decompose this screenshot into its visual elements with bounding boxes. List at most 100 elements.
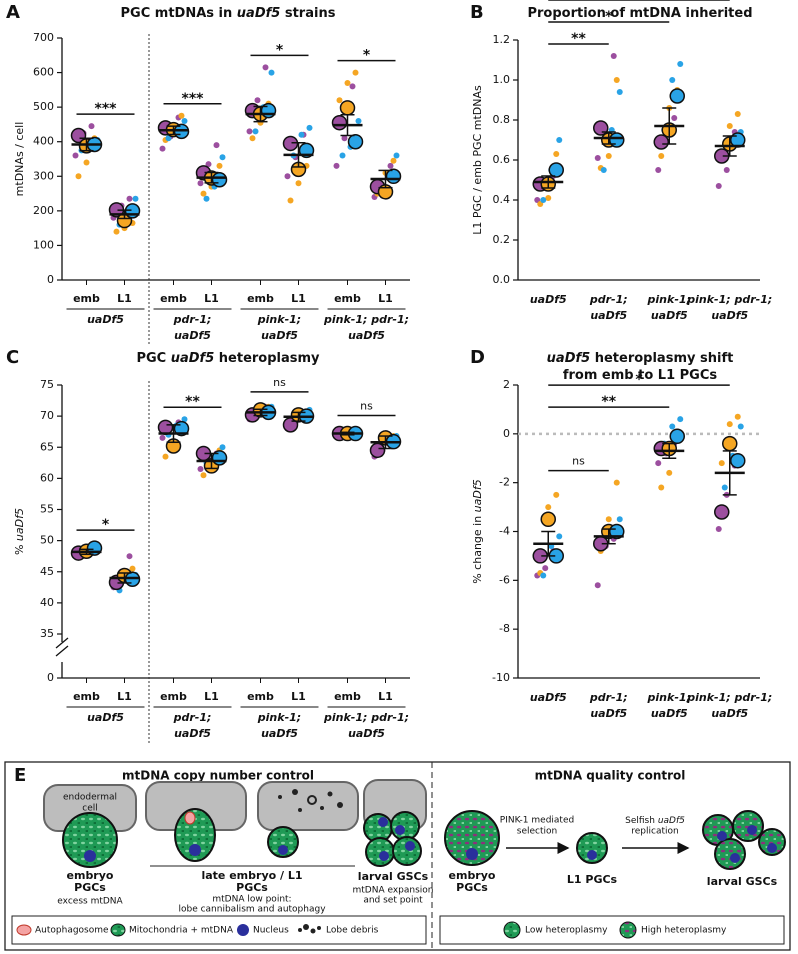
significance-label: ns xyxy=(360,400,373,413)
significance-label: ns xyxy=(273,376,286,389)
data-point xyxy=(542,565,549,572)
data-point xyxy=(726,123,733,129)
significance-label: * xyxy=(363,48,371,64)
data-point xyxy=(341,135,348,142)
data-point xyxy=(333,162,340,169)
panel-letter: E xyxy=(14,765,26,786)
data-point xyxy=(658,153,665,159)
text-segment: heteroplasmy shift xyxy=(590,351,733,366)
lobe-debris xyxy=(278,789,343,812)
group-label: uaDf5 xyxy=(348,329,385,342)
error-bar xyxy=(340,113,355,137)
error-bar xyxy=(662,107,677,145)
text-segment: % change in xyxy=(471,512,484,583)
y-tick-label: 50 xyxy=(40,534,54,547)
x-tick-label: emb xyxy=(73,292,100,305)
x-tick-label: emb xyxy=(247,690,274,703)
data-point xyxy=(655,167,662,173)
x-tick-label: emb xyxy=(334,292,361,305)
legend-frame xyxy=(11,915,427,945)
x-tick-label: uaDf5 xyxy=(590,707,627,720)
x-tick-label: emb xyxy=(73,690,100,703)
text-segment: uaDf5 xyxy=(658,816,685,826)
y-tick-label: 40 xyxy=(40,596,54,609)
significance-label: ** xyxy=(601,394,616,410)
group-label: uaDf5 xyxy=(87,711,124,724)
data-point xyxy=(113,228,120,235)
stage-label: embryo xyxy=(449,869,496,882)
legend-swatch xyxy=(298,924,321,934)
data-point xyxy=(390,157,397,164)
arrow-label: selection xyxy=(517,827,557,837)
y-tick-label: 600 xyxy=(33,66,54,79)
legend-label: Nucleus xyxy=(253,926,289,936)
error-bar xyxy=(541,175,556,189)
data-point xyxy=(613,77,620,83)
section-title: mtDNA quality control xyxy=(535,769,686,783)
y-tick-label: 0.6 xyxy=(493,153,511,166)
data-point xyxy=(246,128,253,135)
data-point xyxy=(715,526,722,533)
data-point xyxy=(387,162,394,169)
panel-letter: D xyxy=(470,347,485,368)
pgc-cell xyxy=(444,810,500,866)
charts: A PGC mtDNAs in uaDf5 strains mtDNAs / cel… xyxy=(6,0,772,744)
data-point xyxy=(284,173,291,180)
x-tick-label: pink-1; xyxy=(647,293,691,306)
y-tick-label: 1.0 xyxy=(493,73,511,86)
significance-label: * xyxy=(635,0,643,3)
x-tick-label: uaDf5 xyxy=(530,293,567,306)
x-tick-label: pink-1; pdr-1; xyxy=(686,293,772,306)
y-tick-label: 0 xyxy=(47,273,54,286)
x-tick-label: uaDf5 xyxy=(651,309,688,322)
replicate-mean xyxy=(331,114,348,131)
data-point xyxy=(126,553,133,560)
x-tick-label: L1 xyxy=(378,690,393,703)
data-point xyxy=(200,472,207,479)
gsc-cluster xyxy=(702,810,786,870)
data-point xyxy=(671,115,678,121)
data-point xyxy=(159,434,166,441)
y-axis-label: mtDNAs / cell xyxy=(13,122,26,197)
y-tick-label: 300 xyxy=(33,169,54,182)
error-bar xyxy=(722,450,737,496)
error-bar xyxy=(166,424,181,444)
data-point xyxy=(205,161,212,168)
replicate-mean xyxy=(211,171,228,188)
y-tick-label: 200 xyxy=(33,204,54,217)
data-point xyxy=(344,79,351,86)
replicate-mean xyxy=(347,133,364,150)
stage-label: larval GSCs xyxy=(358,870,429,883)
text-segment: uaDf5 xyxy=(13,508,26,541)
data-point xyxy=(178,112,185,119)
y-tick-label: -10 xyxy=(492,671,510,684)
group-label: uaDf5 xyxy=(261,329,298,342)
data-point xyxy=(254,97,261,104)
data-point xyxy=(545,195,552,201)
group-label: uaDf5 xyxy=(348,727,385,740)
y-tick-label: 700 xyxy=(33,31,54,44)
legend-swatch xyxy=(16,924,32,936)
x-tick-label: uaDf5 xyxy=(711,309,748,322)
nucleus xyxy=(84,850,96,862)
data-point xyxy=(165,135,172,142)
x-tick-label: pdr-1; xyxy=(589,691,628,704)
pgc-cell xyxy=(576,832,608,864)
stage-label: embryo xyxy=(67,869,114,882)
significance-label: ns xyxy=(572,455,585,468)
y-axis-label: % uaDf5 xyxy=(13,508,26,555)
stage-note: lobe cannibalism and autophagy xyxy=(178,905,326,915)
replicate-mean xyxy=(260,102,277,119)
stage-label: PGCs xyxy=(74,881,106,894)
y-tick-label: 0.2 xyxy=(493,233,511,246)
error-bar xyxy=(204,452,219,470)
y-tick-label: -8 xyxy=(499,622,510,635)
x-tick-label: L1 xyxy=(204,292,219,305)
data-point xyxy=(594,582,601,589)
significance-label: ** xyxy=(185,394,200,410)
panel-e: E mtDNA copy number control mtDNA qualit… xyxy=(4,761,791,951)
group-label: pink-1; pdr-1; xyxy=(323,313,409,326)
group-label: uaDf5 xyxy=(174,329,211,342)
data-point xyxy=(393,152,400,159)
